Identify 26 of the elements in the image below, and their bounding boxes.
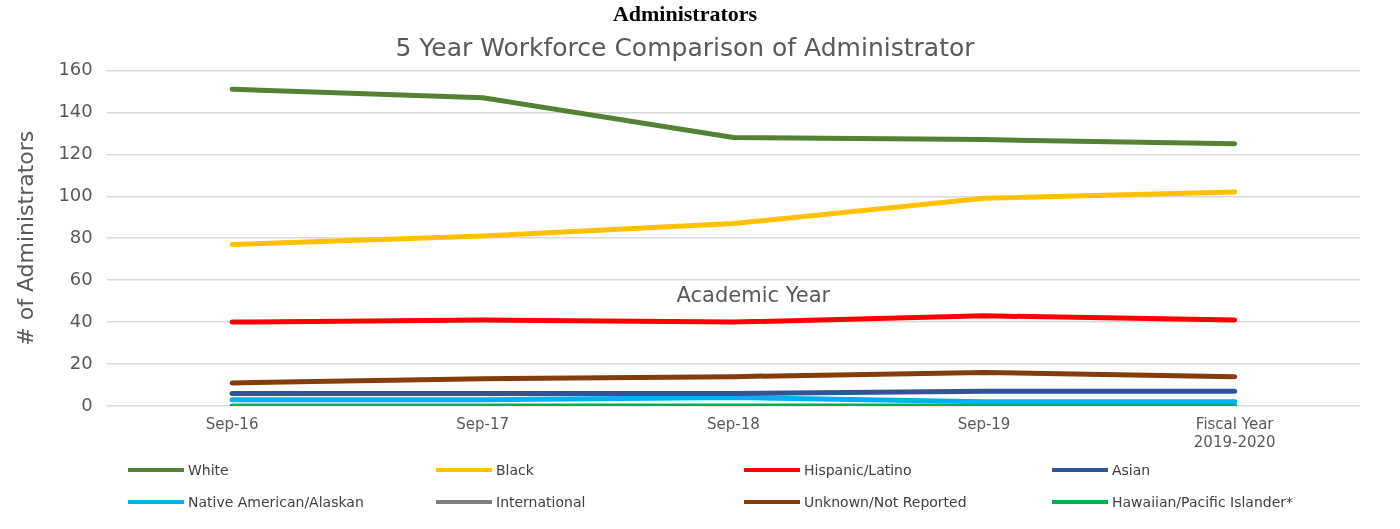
y-axis-title: # of Administrators (12, 130, 38, 346)
legend-label: Hawaiian/Pacific Islander* (1112, 494, 1294, 510)
x-tick-label: Sep-18 (706, 414, 760, 433)
y-tick-label: 0 (81, 393, 93, 415)
y-tick-label: 40 (69, 309, 93, 331)
legend-label: Unknown/Not Reported (804, 494, 967, 510)
y-tick-label: 20 (69, 351, 93, 373)
legend-label: Black (496, 462, 534, 478)
legend-label: Asian (1112, 462, 1151, 478)
chart-title: Administrators (612, 0, 758, 26)
legend-label: White (188, 462, 229, 478)
x-tick-label: Sep-17 (456, 414, 510, 433)
y-tick-label: 100 (58, 183, 93, 205)
legend-label: Hispanic/Latino (804, 462, 912, 478)
y-tick-label: 120 (58, 141, 93, 163)
x-axis-title: Academic Year (676, 283, 831, 308)
x-tick-label: Sep-19 (957, 414, 1011, 433)
x-tick-label: Sep-16 (205, 414, 259, 433)
y-tick-label: 80 (69, 225, 93, 247)
chart-subtitle: 5 Year Workforce Comparison of Administrator (395, 32, 976, 62)
legend-label: Native American/Alaskan (188, 494, 364, 510)
y-tick-label: 140 (58, 100, 93, 122)
y-tick-label: 60 (69, 267, 93, 289)
y-tick-label: 160 (58, 58, 93, 80)
x-tick-label: Fiscal Year 2019-2020 (1193, 414, 1276, 451)
legend-label: International (496, 494, 586, 510)
